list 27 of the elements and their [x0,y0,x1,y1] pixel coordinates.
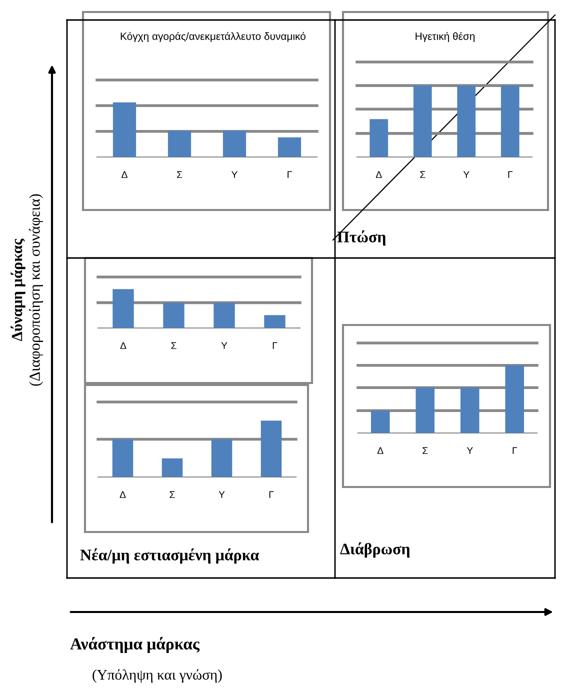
x-tick-label: Υ [218,491,225,498]
x-tick-label: Σ [170,491,175,498]
x-tick-label: Δ [120,342,126,349]
x-tick-label: Γ [269,491,274,498]
x-tick-label: Δ [122,171,128,178]
x-tick-label: Γ [512,447,518,454]
text: Ανάστημα μάρκας (Υπόληψη και γνώση) [70,637,222,683]
text: Δύναμη μάρκας (Διαφοροποίηση και συνάφεια) [10,194,44,386]
x-tick-label: Υ [231,171,238,178]
x-tick-label: Υ [466,447,473,454]
x-tick-label: Σ [177,171,182,178]
x-tick-label: Σ [171,342,176,349]
x-tick-label: Γ [508,171,513,178]
x-tick-label: Δ [377,447,384,454]
chart-title: Κόγχη αγοράς/ανεκμετάλλευτο δυναμικό [120,32,306,42]
x-tick-label: Σ [422,447,428,454]
x-tick-label: Γ [288,171,292,178]
x-tick-label: Δ [376,171,382,178]
x-tick-label: Υ [463,171,470,178]
text: Νέα/μη εστιασμένη μάρκα [80,548,260,564]
text: Διάβρωση [340,542,410,558]
x-tick-label: Σ [420,171,426,178]
text: Πτώση [337,230,386,246]
x-tick-label: Δ [120,491,126,498]
x-tick-label: Γ [272,342,278,349]
x-tick-label: Υ [221,342,228,349]
chart-title: Ηγετική θέση [416,32,475,42]
